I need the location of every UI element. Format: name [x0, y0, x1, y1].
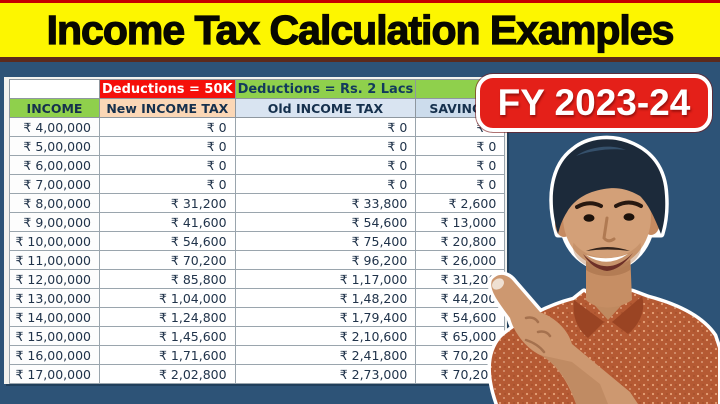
- table-row: ₹ 13,00,000 ₹ 1,04,000 ₹ 1,48,200 ₹ 44,200: [9, 288, 506, 308]
- table-cell: ₹ 26,000: [415, 250, 506, 270]
- table-cell: ₹ 33,800: [234, 193, 417, 213]
- table-row: ₹ 9,00,000 ₹ 41,600 ₹ 54,600 ₹ 13,000: [9, 212, 506, 232]
- title-banner: Income Tax Calculation Examples: [0, 3, 720, 57]
- table-cell: ₹ 0: [415, 136, 506, 156]
- table-cell: ₹ 0: [234, 174, 417, 194]
- table-cell: ₹ 70,200: [415, 364, 506, 384]
- table-cell: ₹ 0: [234, 136, 417, 156]
- table-cell: ₹ 2,10,600: [234, 326, 417, 346]
- table-row: ₹ 12,00,000 ₹ 85,800 ₹ 1,17,000 ₹ 31,200: [9, 269, 506, 289]
- tax-table: Deductions = 50K Deductions = Rs. 2 Lacs…: [4, 77, 508, 384]
- table-cell: ₹ 1,71,600: [99, 345, 236, 365]
- deductions-50k-header: Deductions = 50K: [99, 79, 236, 99]
- table-cell: ₹ 8,00,000: [9, 193, 100, 213]
- table-cell: ₹ 0: [99, 117, 236, 137]
- table-cell: ₹ 1,24,800: [99, 307, 236, 327]
- table-cell: ₹ 17,00,000: [9, 364, 100, 384]
- table-cell: ₹ 31,200: [415, 269, 506, 289]
- table-cell: ₹ 65,000: [415, 326, 506, 346]
- table-cell: ₹ 1,79,400: [234, 307, 417, 327]
- table-row: ₹ 17,00,000 ₹ 2,02,800 ₹ 2,73,000 ₹ 70,200: [9, 364, 506, 384]
- table-row: ₹ 5,00,000 ₹ 0 ₹ 0 ₹ 0: [9, 136, 506, 156]
- face: [552, 139, 666, 271]
- table-row: ₹ 16,00,000 ₹ 1,71,600 ₹ 2,41,800 ₹ 70,200: [9, 345, 506, 365]
- deductions-2lacs-header: Deductions = Rs. 2 Lacs: [234, 79, 417, 99]
- fy-badge: FY 2023-24: [476, 74, 712, 132]
- table-cell: ₹ 5,00,000: [9, 136, 100, 156]
- page-title: Income Tax Calculation Examples: [46, 6, 675, 53]
- new-tax-column-header: New INCOME TAX: [99, 98, 236, 118]
- table-cell: ₹ 41,600: [99, 212, 236, 232]
- blank-cell: [9, 79, 100, 99]
- table-cell: ₹ 0: [415, 155, 506, 175]
- table-cell: ₹ 75,400: [234, 231, 417, 251]
- income-tax-table: Deductions = 50K Deductions = Rs. 2 Lacs…: [9, 79, 506, 384]
- column-header-row: INCOME New INCOME TAX Old INCOME TAX SAV…: [9, 98, 506, 118]
- table-cell: ₹ 1,45,600: [99, 326, 236, 346]
- table-cell: ₹ 7,00,000: [9, 174, 100, 194]
- table-cell: ₹ 9,00,000: [9, 212, 100, 232]
- table-cell: ₹ 54,600: [99, 231, 236, 251]
- table-cell: ₹ 0: [99, 136, 236, 156]
- table-cell: ₹ 15,00,000: [9, 326, 100, 346]
- table-cell: ₹ 11,00,000: [9, 250, 100, 270]
- table-cell: ₹ 0: [415, 174, 506, 194]
- table-cell: ₹ 0: [99, 155, 236, 175]
- hair: [552, 139, 666, 234]
- table-cell: ₹ 31,200: [99, 193, 236, 213]
- table-row: ₹ 14,00,000 ₹ 1,24,800 ₹ 1,79,400 ₹ 54,600: [9, 307, 506, 327]
- top-red-strip: [0, 0, 720, 3]
- income-column-header: INCOME: [9, 98, 100, 118]
- table-row: ₹ 11,00,000 ₹ 70,200 ₹ 96,200 ₹ 26,000: [9, 250, 506, 270]
- table-cell: ₹ 10,00,000: [9, 231, 100, 251]
- table-row: ₹ 6,00,000 ₹ 0 ₹ 0 ₹ 0: [9, 155, 506, 175]
- table-cell: ₹ 85,800: [99, 269, 236, 289]
- table-cell: ₹ 20,800: [415, 231, 506, 251]
- table-cell: ₹ 0: [234, 155, 417, 175]
- pointing-hand: [491, 274, 638, 404]
- table-cell: ₹ 2,41,800: [234, 345, 417, 365]
- old-tax-column-header: Old INCOME TAX: [234, 98, 417, 118]
- table-row: ₹ 8,00,000 ₹ 31,200 ₹ 33,800 ₹ 2,600: [9, 193, 506, 213]
- table-cell: ₹ 70,200: [99, 250, 236, 270]
- table-cell: ₹ 6,00,000: [9, 155, 100, 175]
- table-cell: ₹ 96,200: [234, 250, 417, 270]
- table-cell: ₹ 12,00,000: [9, 269, 100, 289]
- table-cell: ₹ 14,00,000: [9, 307, 100, 327]
- table-cell: ₹ 13,00,000: [9, 288, 100, 308]
- table-cell: ₹ 0: [99, 174, 236, 194]
- table-cell: ₹ 2,02,800: [99, 364, 236, 384]
- table-cell: ₹ 4,00,000: [9, 117, 100, 137]
- table-row: ₹ 7,00,000 ₹ 0 ₹ 0 ₹ 0: [9, 174, 506, 194]
- table-cell: ₹ 16,00,000: [9, 345, 100, 365]
- title-divider: [0, 57, 720, 62]
- table-cell: ₹ 13,000: [415, 212, 506, 232]
- table-cell: ₹ 1,17,000: [234, 269, 417, 289]
- table-cell: ₹ 2,73,000: [234, 364, 417, 384]
- table-cell: ₹ 1,04,000: [99, 288, 236, 308]
- table-row: ₹ 4,00,000₹ 0₹ 0₹ 0: [9, 117, 506, 137]
- table-body: ₹ 4,00,000₹ 0₹ 0₹ 0₹ 5,00,000₹ 0₹ 0₹ 0₹ …: [9, 117, 506, 384]
- presenter-photo: [487, 135, 720, 404]
- table-row: ₹ 15,00,000 ₹ 1,45,600 ₹ 2,10,600 ₹ 65,000: [9, 326, 506, 346]
- table-cell: ₹ 0: [234, 117, 417, 137]
- table-cell: ₹ 54,600: [234, 212, 417, 232]
- group-header-row: Deductions = 50K Deductions = Rs. 2 Lacs: [9, 79, 506, 99]
- table-cell: ₹ 1,48,200: [234, 288, 417, 308]
- table-row: ₹ 10,00,000 ₹ 54,600 ₹ 75,400 ₹ 20,800: [9, 231, 506, 251]
- table-cell: ₹ 2,600: [415, 193, 506, 213]
- table-cell: ₹ 54,600: [415, 307, 506, 327]
